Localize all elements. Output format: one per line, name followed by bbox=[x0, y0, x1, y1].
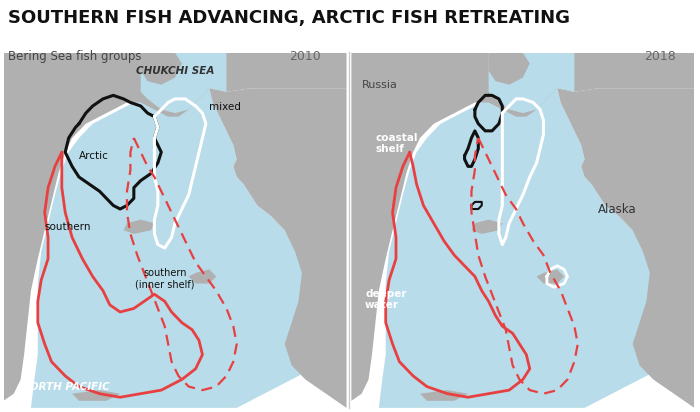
Polygon shape bbox=[141, 53, 182, 85]
Text: Arctic: Arctic bbox=[79, 151, 108, 161]
Text: 2018: 2018 bbox=[644, 50, 676, 63]
Polygon shape bbox=[351, 53, 694, 401]
Text: mixed: mixed bbox=[209, 102, 241, 112]
Text: deeper
water: deeper water bbox=[365, 289, 407, 310]
Text: coastal
shelf: coastal shelf bbox=[375, 133, 418, 154]
Polygon shape bbox=[379, 88, 664, 408]
Polygon shape bbox=[4, 53, 346, 401]
Polygon shape bbox=[420, 390, 468, 401]
Polygon shape bbox=[141, 53, 227, 113]
Text: 2010: 2010 bbox=[288, 50, 321, 63]
Polygon shape bbox=[472, 220, 503, 234]
Text: Alaska: Alaska bbox=[598, 203, 637, 215]
Polygon shape bbox=[557, 53, 694, 408]
Polygon shape bbox=[209, 53, 346, 408]
Text: southern: southern bbox=[45, 222, 91, 232]
Text: CHUKCHI SEA: CHUKCHI SEA bbox=[136, 66, 214, 76]
Text: southern
(inner shelf): southern (inner shelf) bbox=[135, 267, 195, 289]
Polygon shape bbox=[72, 390, 120, 401]
Polygon shape bbox=[124, 220, 155, 234]
Polygon shape bbox=[189, 269, 216, 283]
Polygon shape bbox=[31, 88, 316, 408]
Text: NORTH PACIFIC: NORTH PACIFIC bbox=[21, 382, 109, 392]
Polygon shape bbox=[537, 269, 564, 283]
Polygon shape bbox=[489, 53, 530, 85]
Text: SOUTHERN FISH ADVANCING, ARCTIC FISH RETREATING: SOUTHERN FISH ADVANCING, ARCTIC FISH RET… bbox=[8, 9, 570, 27]
Text: Russia: Russia bbox=[362, 80, 398, 90]
Text: Bering Sea fish groups: Bering Sea fish groups bbox=[8, 50, 142, 63]
Polygon shape bbox=[489, 53, 574, 113]
